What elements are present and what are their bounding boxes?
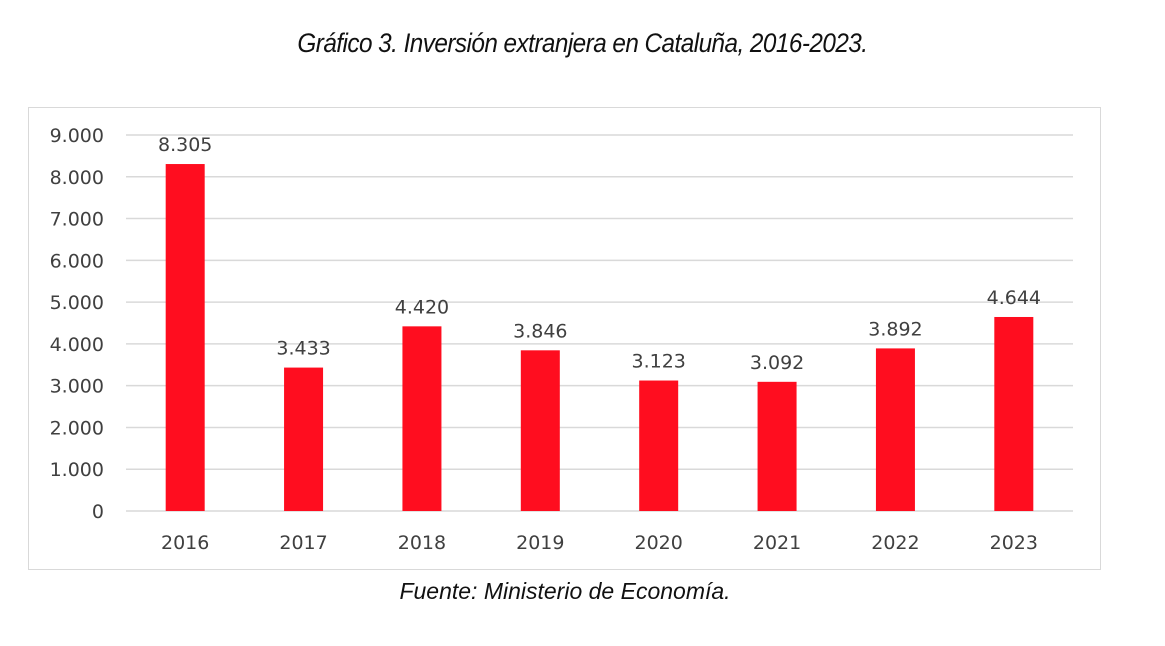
x-tick-label: 2023 <box>990 532 1038 554</box>
data-label-2016: 8.305 <box>158 134 212 156</box>
x-axis-ticks: 2016 2017 2018 2019 2020 2021 2022 2023 <box>161 532 1038 554</box>
chart-frame <box>28 107 1101 570</box>
data-label-2017: 3.433 <box>276 338 330 360</box>
y-tick-label: 9.000 <box>50 125 104 147</box>
y-tick-label: 6.000 <box>50 250 104 272</box>
bar-2020 <box>639 380 679 511</box>
bar-2017 <box>284 367 324 511</box>
x-tick-label: 2019 <box>516 532 564 554</box>
y-axis-ticks: 0 1.000 2.000 3.000 4.000 5.000 6.000 7.000 8.00… <box>50 125 104 523</box>
x-tick-label: 2022 <box>871 532 919 554</box>
x-tick-label: 2018 <box>398 532 446 554</box>
data-labels: 8.305 3.433 4.420 3.846 3.123 3.092 3.892 4.644 <box>158 134 1041 374</box>
bars <box>165 164 1034 511</box>
y-tick-label: 1.000 <box>50 459 104 481</box>
x-tick-label: 2017 <box>279 532 327 554</box>
x-tick-label: 2021 <box>753 532 801 554</box>
y-tick-label: 8.000 <box>50 167 104 189</box>
chart-source: Fuente: Ministerio de Economía. <box>399 578 731 604</box>
data-label-2018: 4.420 <box>395 296 449 318</box>
bar-2016 <box>165 164 205 511</box>
bar-2019 <box>520 350 560 511</box>
y-tick-label: 7.000 <box>50 209 104 231</box>
gridlines <box>126 134 1073 512</box>
y-tick-label: 3.000 <box>50 376 104 398</box>
bar-2021 <box>757 381 797 511</box>
y-tick-label: 0 <box>92 501 104 523</box>
x-tick-label: 2016 <box>161 532 209 554</box>
x-tick-label: 2020 <box>635 532 683 554</box>
data-label-2023: 4.644 <box>987 287 1041 309</box>
data-label-2019: 3.846 <box>513 320 567 342</box>
bar-2023 <box>994 316 1034 511</box>
data-label-2022: 3.892 <box>868 318 922 340</box>
bar-2022 <box>875 348 915 511</box>
bar-2018 <box>402 326 442 511</box>
data-label-2021: 3.092 <box>750 352 804 374</box>
y-tick-label: 5.000 <box>50 292 104 314</box>
data-label-2020: 3.123 <box>631 351 685 373</box>
chart-title: Gráfico 3. Inversión extranjera en Catal… <box>297 28 868 58</box>
y-tick-label: 4.000 <box>50 334 104 356</box>
y-tick-label: 2.000 <box>50 417 104 439</box>
